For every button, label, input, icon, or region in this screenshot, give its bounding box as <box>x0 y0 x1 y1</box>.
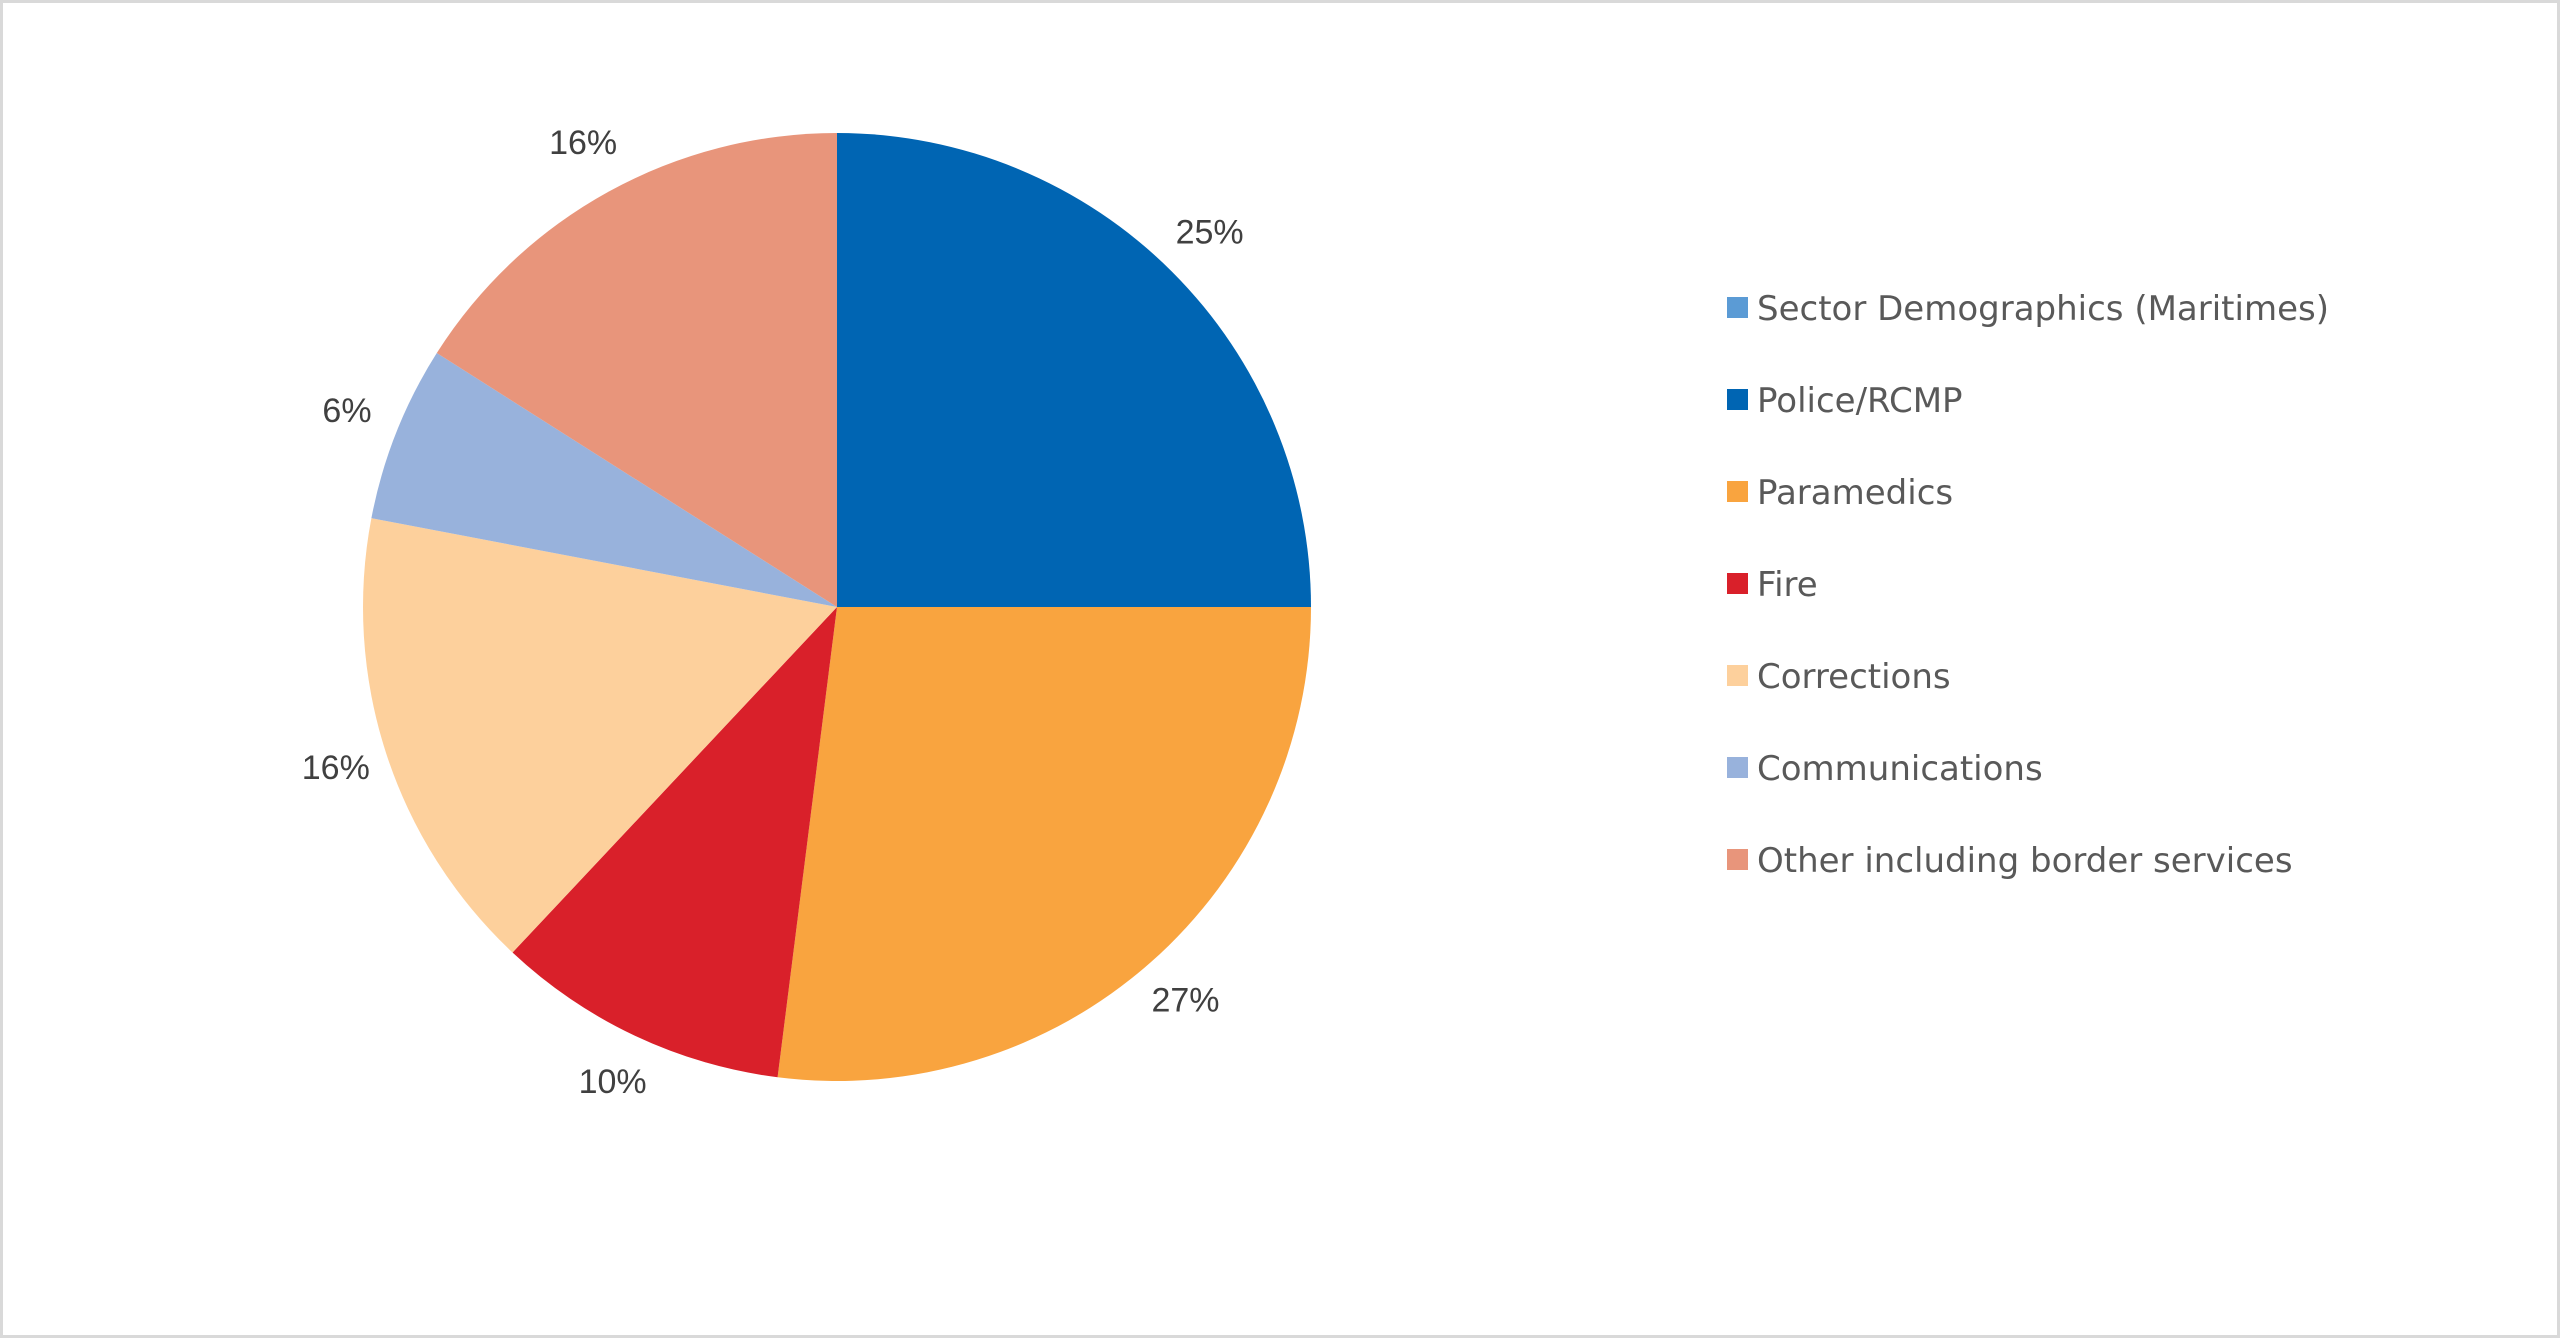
pie-slices <box>363 133 1311 1081</box>
legend-label-other-including-border-services: Other including border services <box>1757 841 2293 881</box>
legend-label-police-rcmp: Police/RCMP <box>1757 381 1963 421</box>
legend-label-sector-demographics: Sector Demographics (Maritimes) <box>1757 289 2329 329</box>
legend-swatch-communications <box>1727 757 1748 778</box>
data-label-fire: 10% <box>579 1063 647 1101</box>
data-label-communications: 6% <box>322 392 371 430</box>
legend-swatch-other-including-border-services <box>1727 849 1748 870</box>
legend-swatch-police-rcmp <box>1727 389 1748 410</box>
legend-swatch-paramedics <box>1727 481 1748 502</box>
pie-slice-communications <box>371 353 837 607</box>
legend-label-corrections: Corrections <box>1757 657 1951 697</box>
pie-slice-fire <box>512 607 837 1078</box>
legend: Sector Demographics (Maritimes) Police/R… <box>1727 289 2329 881</box>
legend-swatch-corrections <box>1727 665 1748 686</box>
data-label-police-rcmp: 25% <box>1176 213 1244 251</box>
legend-label-communications: Communications <box>1757 749 2043 789</box>
legend-swatch-fire <box>1727 573 1748 594</box>
legend-label-paramedics: Paramedics <box>1757 473 1953 513</box>
legend-label-fire: Fire <box>1757 565 1818 605</box>
data-label-other-including-border-services: 16% <box>549 124 617 162</box>
data-label-paramedics: 27% <box>1151 981 1219 1019</box>
pie-slice-police-rcmp <box>837 133 1311 607</box>
legend-swatch-sector-demographics <box>1727 297 1748 318</box>
pie-slice-other-including-border-services <box>436 133 837 607</box>
pie-slice-corrections <box>363 518 837 953</box>
pie-slice-paramedics <box>777 607 1311 1081</box>
data-label-corrections: 16% <box>302 749 370 787</box>
pie-data-labels: 25% 27% 10% 16% 6% 16% <box>302 124 1244 1101</box>
